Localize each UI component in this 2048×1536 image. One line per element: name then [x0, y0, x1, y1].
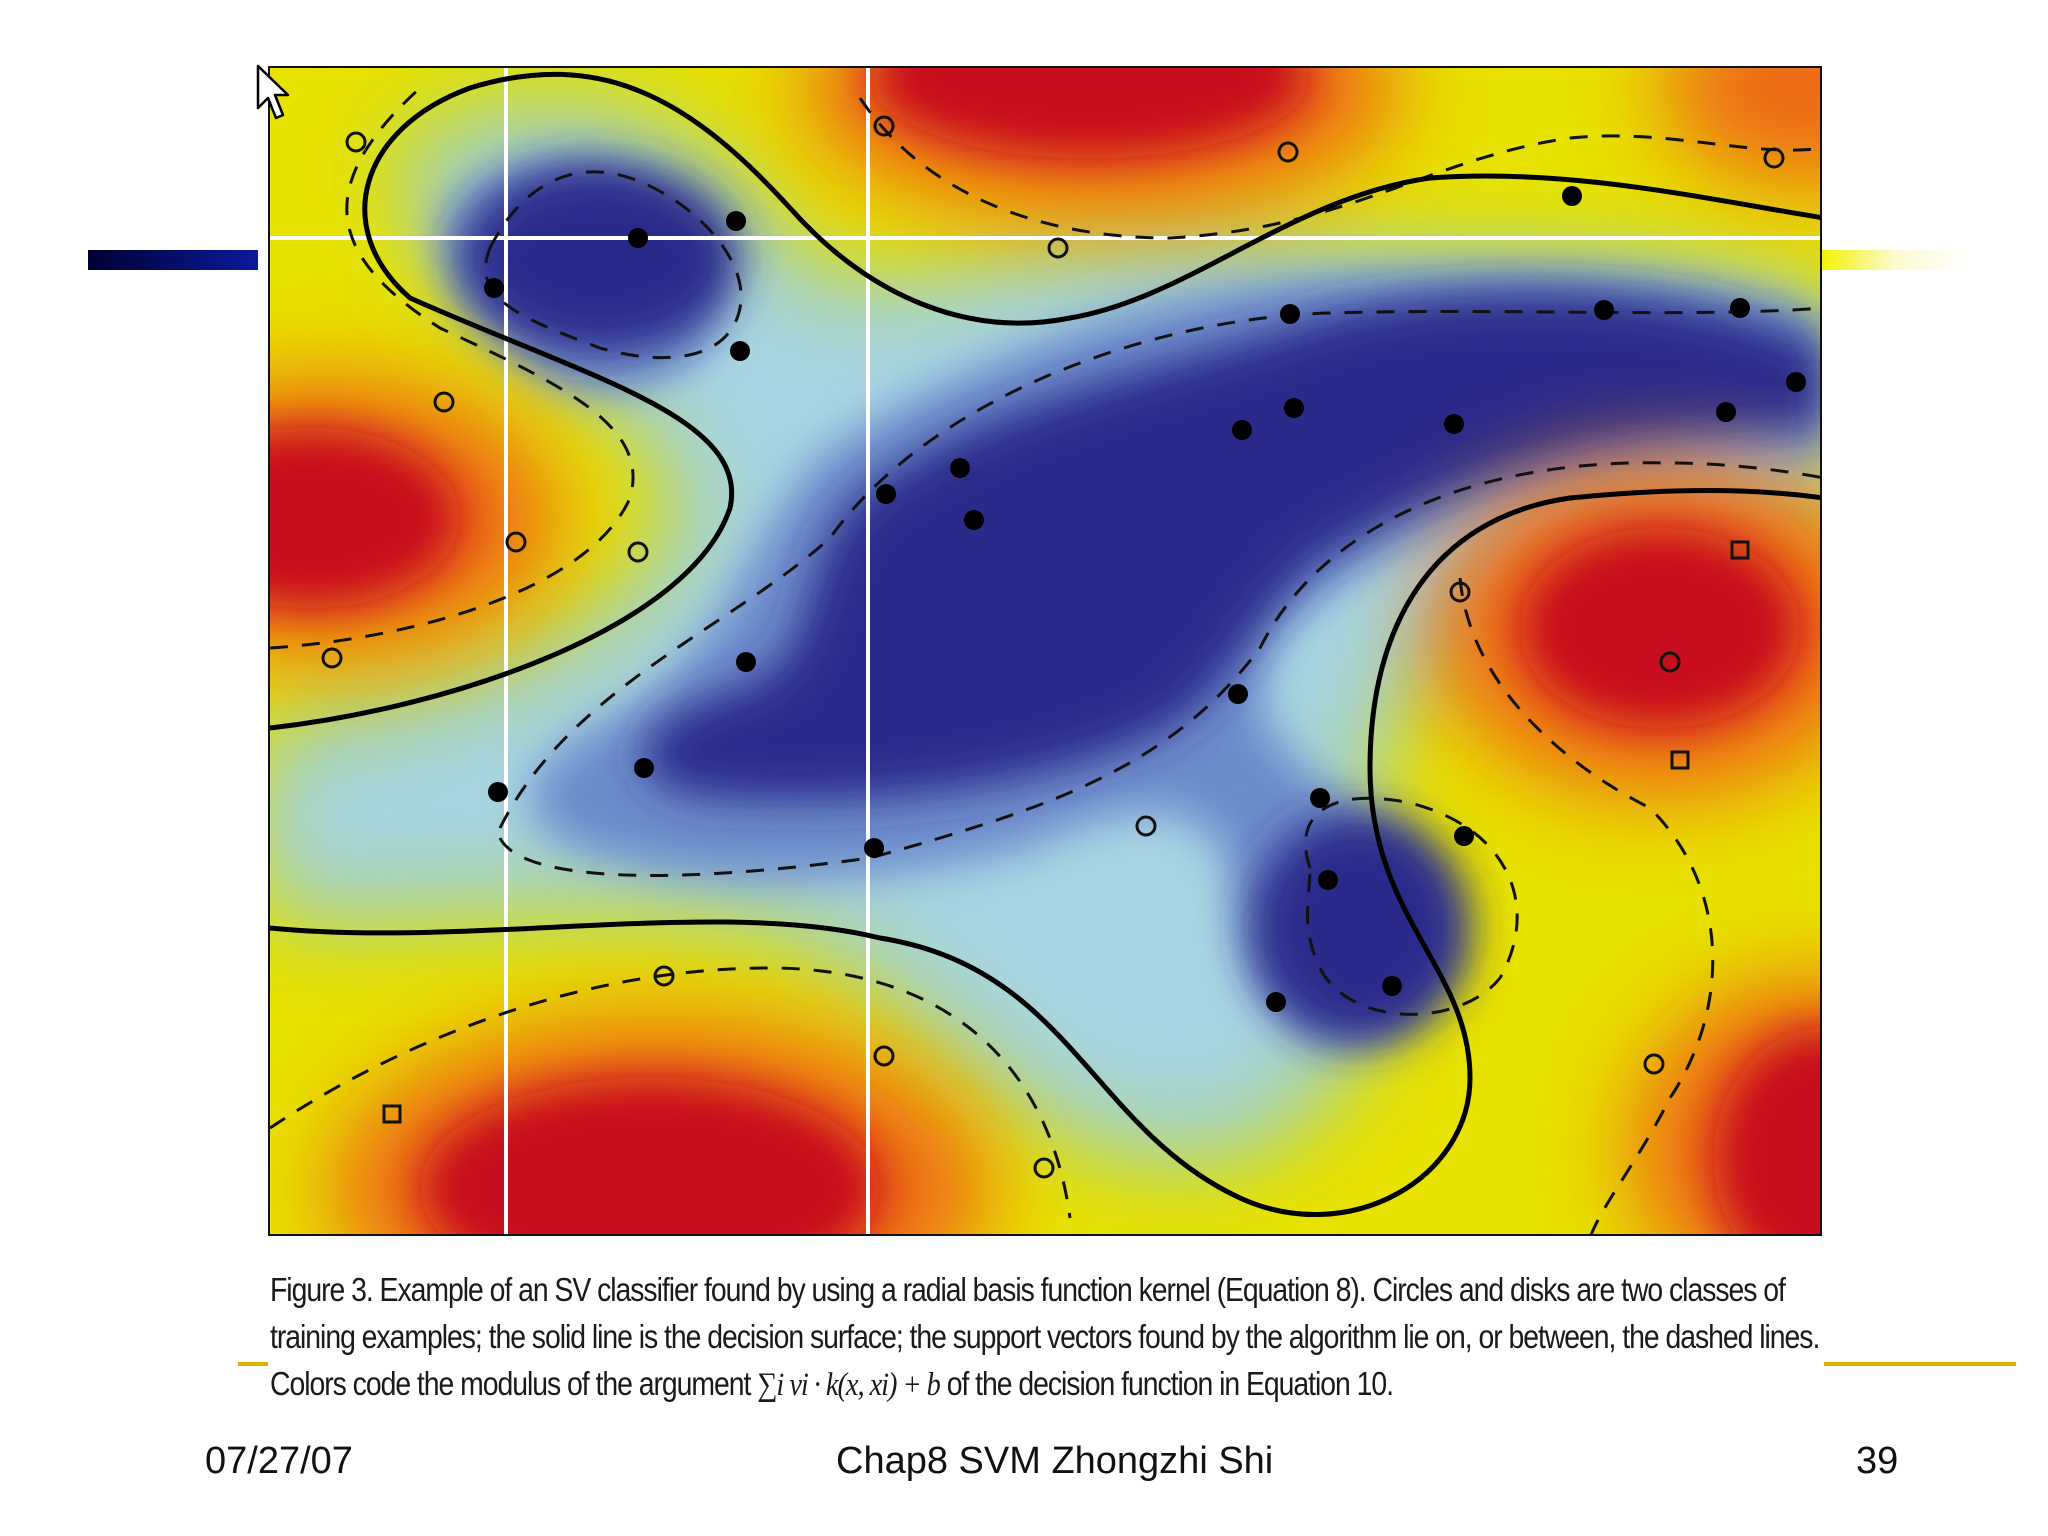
white-guide-lines — [270, 68, 1820, 1234]
slide-page-number: 39 — [1856, 1440, 1899, 1482]
footer-line-right — [1824, 1362, 2016, 1366]
caption-text-part2: of the decision function in Equation 10. — [946, 1365, 1394, 1402]
positive-class-disks — [484, 186, 1806, 1012]
svm-classifier-figure — [268, 66, 1822, 1236]
title-bar-left-decoration — [88, 250, 258, 270]
title-bar-right-decoration — [1820, 250, 1970, 270]
footer-date: 07/27/07 — [205, 1440, 353, 1482]
caption-math-formula: ∑i vi · k(x, xi) + b — [757, 1367, 941, 1403]
decision-function-heatmap — [270, 68, 1820, 1234]
figure-caption: Figure 3. Example of an SV classifier fo… — [270, 1266, 1827, 1409]
negative-class-circles — [321, 115, 1785, 1179]
caption-text-part1: Figure 3. Example of an SV classifier fo… — [270, 1271, 1820, 1402]
mouse-cursor-icon — [256, 64, 290, 127]
footer-line-left — [238, 1362, 268, 1366]
margin-lines — [270, 86, 1820, 1234]
decision-surface — [270, 71, 1820, 1217]
footer-title: Chap8 SVM Zhongzhi Shi — [836, 1440, 1274, 1482]
